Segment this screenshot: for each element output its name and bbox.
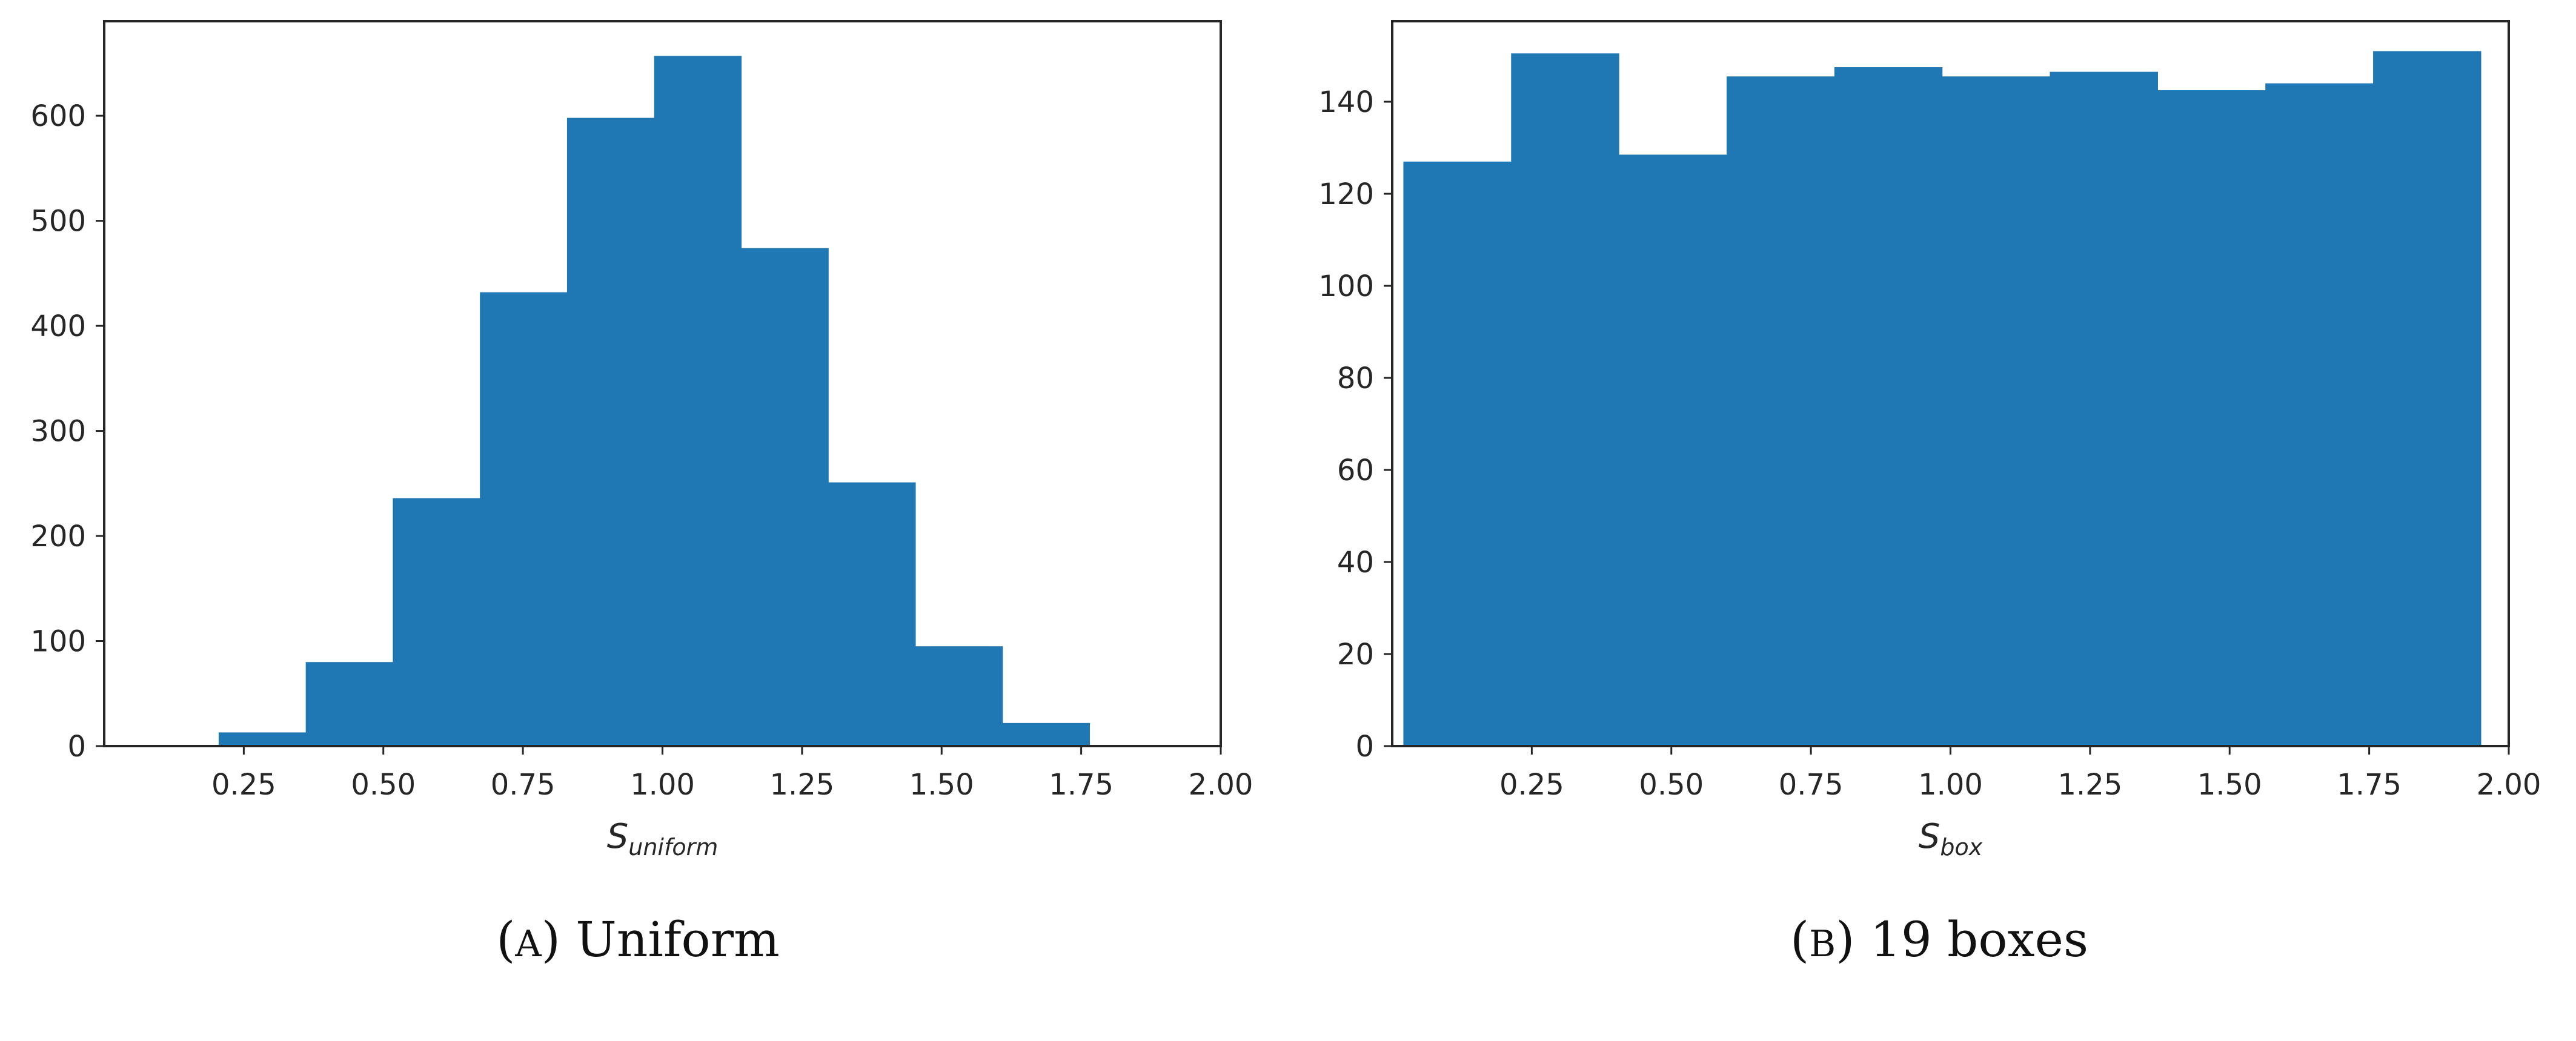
y-tick-label-7: 140 — [1318, 85, 1374, 119]
bar-1 — [1511, 53, 1619, 747]
y-tick-label-6: 600 — [30, 99, 86, 133]
bars — [218, 56, 1090, 747]
bar-7 — [2157, 90, 2266, 746]
histogram-uniform: 0.25 0.50 0.75 1.00 1.25 1.50 1.75 2.00 0 100 200 3… — [30, 20, 1253, 861]
bar-2 — [393, 498, 480, 746]
x-tick-label-0: 0.25 — [211, 768, 276, 802]
bar-8 — [2265, 83, 2374, 747]
y-tick-label-0: 0 — [67, 730, 86, 764]
caption-b: (B) 19 boxes — [1515, 911, 2363, 968]
x-tick-label-6: 1.75 — [2337, 768, 2402, 802]
x-tick-label-3: 1.00 — [1918, 768, 1983, 802]
caption-prefix: ( — [1790, 911, 1810, 968]
bar-5 — [654, 56, 742, 747]
caption-tag: A — [515, 923, 542, 965]
bar-5 — [1942, 76, 2051, 747]
bar-1 — [305, 662, 394, 746]
y-tick-label-5: 100 — [1318, 269, 1374, 303]
x-tick-label-7: 2.00 — [2477, 768, 2541, 802]
y-tick-label-2: 40 — [1337, 546, 1374, 580]
bar-0 — [1403, 161, 1512, 746]
bar-4 — [566, 117, 655, 747]
bar-9 — [1002, 722, 1090, 746]
x-tick-label-2: 0.75 — [1779, 768, 1844, 802]
y-tick-label-5: 500 — [30, 205, 86, 239]
caption-tag: B — [1809, 923, 1836, 965]
x-axis-label-subscript: box — [1940, 834, 1982, 861]
x-tick-label-5: 1.50 — [2197, 768, 2262, 802]
histogram-19-boxes: 0.25 0.50 0.75 1.00 1.25 1.50 1.75 2.00 0 20 40 60 8… — [1318, 20, 2541, 861]
axes: 0.25 0.50 0.75 1.00 1.25 1.50 1.75 2.00 0 20 40 60 8… — [1318, 20, 2541, 802]
caption-title: 19 boxes — [1870, 911, 2089, 968]
bar-3 — [1726, 76, 1835, 747]
x-tick-label-4: 1.25 — [2057, 768, 2122, 802]
x-tick-label-6: 1.75 — [1049, 768, 1114, 802]
x-axis-label-text: Sbox — [1919, 817, 1983, 861]
x-tick-label-1: 0.50 — [1639, 768, 1704, 802]
bar-7 — [828, 482, 916, 746]
x-axis-label: Sbox — [1919, 817, 1983, 861]
bar-9 — [2373, 51, 2481, 746]
bar-4 — [1834, 67, 1943, 746]
bar-3 — [480, 292, 568, 746]
x-tick-label-5: 1.50 — [909, 768, 974, 802]
bar-8 — [915, 646, 1003, 746]
x-tick-label-2: 0.75 — [491, 768, 556, 802]
x-tick-label-1: 0.50 — [351, 768, 416, 802]
y-tick-label-3: 300 — [30, 415, 86, 449]
y-tick-label-2: 200 — [30, 520, 86, 554]
y-tick-label-4: 400 — [30, 309, 86, 343]
x-axis-label-subscript: uniform — [628, 834, 718, 861]
caption-title: Uniform — [576, 911, 780, 968]
y-tick-label-4: 80 — [1337, 362, 1374, 395]
x-tick-label-3: 1.00 — [630, 768, 695, 802]
caption-a: (A) Uniform — [214, 911, 1062, 968]
x-tick-label-7: 2.00 — [1189, 768, 1253, 802]
x-tick-label-0: 0.25 — [1499, 768, 1564, 802]
x-axis-label-base: S — [607, 817, 629, 856]
caption-prefix: ( — [496, 911, 516, 968]
caption-suffix: ) — [541, 911, 560, 968]
x-axis-label: Suniform — [607, 817, 719, 861]
x-tick-label-4: 1.25 — [769, 768, 834, 802]
y-tick-label-1: 100 — [30, 625, 86, 659]
y-tick-label-0: 0 — [1355, 730, 1374, 764]
bar-0 — [218, 732, 307, 746]
y-tick-label-3: 60 — [1337, 454, 1374, 487]
bar-6 — [741, 248, 829, 747]
y-tick-label-6: 120 — [1318, 177, 1374, 211]
x-axis-label-text: Suniform — [607, 817, 719, 861]
bar-2 — [1619, 154, 1727, 746]
caption-suffix: ) — [1836, 911, 1855, 968]
x-axis-label-base: S — [1919, 817, 1940, 856]
y-tick-label-1: 20 — [1337, 638, 1374, 672]
bar-6 — [2050, 71, 2158, 747]
axes: 0.25 0.50 0.75 1.00 1.25 1.50 1.75 2.00 0 100 200 3… — [30, 20, 1253, 802]
bars — [1403, 51, 2481, 747]
